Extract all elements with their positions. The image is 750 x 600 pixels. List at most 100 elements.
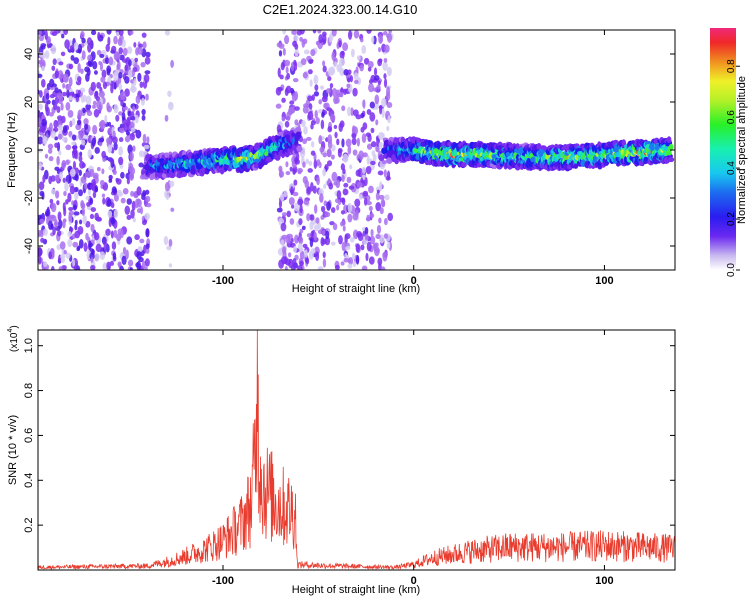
spectrogram-noise-cell <box>298 218 303 226</box>
spectrogram-noise-cell <box>107 36 111 46</box>
spectrogram-noise-cell <box>348 30 353 40</box>
spectrogram-noise-cell <box>140 61 146 68</box>
spectrogram-noise-cell <box>355 254 360 265</box>
spectrogram-noise-cell <box>139 238 145 244</box>
spectrogram-noise-cell <box>135 95 141 104</box>
spectrogram-noise-cell <box>58 219 63 229</box>
spectrogram-noise-cell <box>287 252 292 258</box>
spectrogram-noise-cell <box>366 30 372 34</box>
spectrogram-noise-cell <box>388 30 392 34</box>
spectrogram-noise-cell <box>360 126 365 133</box>
spectrogram-noise-cell <box>136 251 142 260</box>
spectrogram-noise-cell <box>331 51 336 61</box>
spectrogram-noise-cell <box>73 211 80 216</box>
spectrogram-noise-cell <box>314 110 318 119</box>
spectrogram-noise-cell <box>41 78 46 88</box>
spectrogram-noise-cell <box>77 76 82 83</box>
spectrogram-noise-cell <box>371 36 375 44</box>
spectrogram-noise-cell <box>117 191 124 197</box>
spectrogram-noise-cell <box>128 59 132 67</box>
spectrogram-noise-cell <box>277 67 281 78</box>
spectrogram-noise-cell <box>381 133 385 138</box>
spectrogram-ylabel: Frequency (Hz) <box>6 112 18 188</box>
spectrogram-noise-cell <box>118 47 124 55</box>
spectrogram-noise-cell <box>141 32 147 38</box>
spectrogram-noise-cell <box>90 257 94 263</box>
spectrogram-noise-cell <box>368 185 374 194</box>
spectrogram-noise-cell <box>101 150 107 159</box>
spectrogram-noise-cell <box>77 43 83 54</box>
spectrogram-noise-cell <box>294 159 300 165</box>
spectrogram-noise-cell <box>306 233 312 238</box>
spectrogram-noise-cell <box>132 106 136 112</box>
spectrogram-noise-cell <box>90 265 96 270</box>
spectrogram-noise-cell <box>84 66 90 73</box>
spectrogram-noise-cell <box>122 188 129 195</box>
spectrogram-noise-cell <box>376 189 380 194</box>
spectrogram-noise-cell <box>100 76 106 83</box>
spectrogram-signal-cell <box>563 154 568 162</box>
spectrogram-noise-cell <box>118 30 124 36</box>
spectrogram-noise-cell <box>99 53 105 58</box>
spectrogram-signal-cell <box>295 131 302 139</box>
spectrogram-noise-cell <box>383 169 387 178</box>
spectrogram-noise-cell <box>38 103 43 110</box>
spectrogram-noise-cell <box>38 117 42 128</box>
spectrogram-noise-cell <box>370 160 376 166</box>
spectrogram-noise-cell <box>128 172 135 181</box>
spectrogram-noise-cell <box>341 50 345 56</box>
spectrogram-signal-cell <box>666 136 672 144</box>
spectrogram-noise-cell <box>323 183 327 190</box>
spectrogram-noise-cell <box>74 219 78 226</box>
spectrogram-noise-cell <box>303 199 310 206</box>
spectrogram-noise-cell <box>293 61 298 71</box>
spectrogram-x-tick-label: -100 <box>212 275 234 287</box>
spectrogram-signal-cell <box>668 156 675 163</box>
spectrogram-noise-cell <box>374 94 380 105</box>
spectrogram-noise-cell <box>338 40 342 48</box>
spectrogram-noise-cell <box>48 156 54 162</box>
spectrogram-noise-cell <box>299 228 304 234</box>
spectrogram-noise-cell <box>69 120 73 128</box>
spectrogram-noise-cell <box>312 30 317 34</box>
spectrogram-noise-cell <box>278 259 285 269</box>
spectrogram-noise-cell <box>378 141 383 150</box>
spectrogram-noise-cell <box>116 233 122 242</box>
colorbar-label: Normalized spectral amplitude <box>736 76 748 224</box>
spectrogram-noise-cell <box>72 160 77 170</box>
spectrogram-noise-cell <box>144 70 151 75</box>
spectrogram-noise-cell <box>79 151 83 157</box>
spectrogram-noise-cell <box>124 88 130 97</box>
spectrogram-noise-cell <box>52 226 56 236</box>
spectrogram-noise-cell <box>305 136 312 141</box>
spectrogram-noise-cell <box>62 91 67 97</box>
spectrogram-noise-cell <box>283 190 288 198</box>
colorbar-tick-label: 0.0 <box>726 263 737 277</box>
spectrogram-noise-cell <box>58 171 63 180</box>
spectrogram-noise-cell <box>164 30 171 36</box>
spectrogram-noise-cell <box>80 139 86 146</box>
spectrogram-noise-cell <box>146 136 150 144</box>
spectrogram-noise-cell <box>342 42 349 52</box>
spectrogram-noise-cell <box>281 234 288 240</box>
spectrogram-noise-cell <box>111 45 117 53</box>
spectrogram-noise-cell <box>61 159 67 169</box>
spectrogram-noise-cell <box>105 43 110 52</box>
spectrogram-signal-cell <box>573 163 579 169</box>
spectrogram-noise-cell <box>109 260 115 267</box>
spectrogram-noise-cell <box>129 30 134 35</box>
spectrogram-noise-cell <box>48 251 52 260</box>
spectrogram-noise-cell <box>106 105 112 113</box>
spectrogram-noise-cell <box>289 166 293 172</box>
spectrogram-noise-cell <box>315 251 320 262</box>
spectrogram-noise-cell <box>366 241 372 252</box>
spectrogram-noise-cell <box>44 50 50 59</box>
spectrogram-noise-cell <box>356 55 361 61</box>
spectrogram-noise-cell <box>38 162 42 171</box>
spectrogram-noise-cell <box>118 156 124 166</box>
spectrogram-noise-cell <box>289 108 296 114</box>
spectrogram-noise-cell <box>125 129 130 136</box>
spectrogram-signal-cell <box>266 158 273 163</box>
spectrogram-noise-cell <box>80 30 85 39</box>
